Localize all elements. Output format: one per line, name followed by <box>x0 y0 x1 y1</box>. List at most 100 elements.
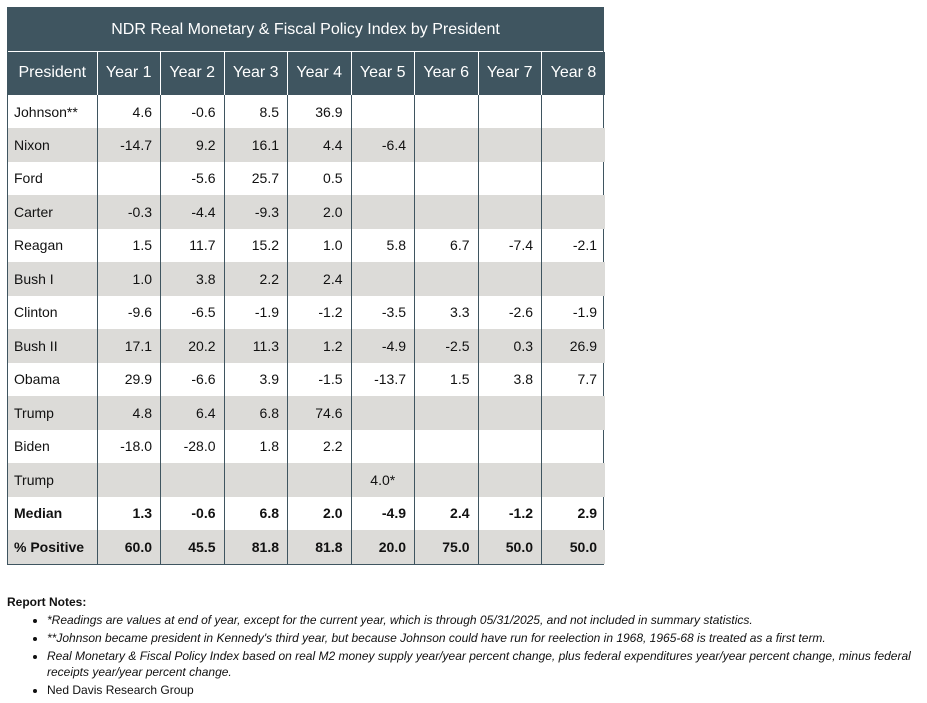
value-cell-year-2 <box>160 463 225 497</box>
value-cell-year-3: 1.8 <box>224 429 288 463</box>
value-cell-year-6: 75.0 <box>414 530 479 564</box>
table-row: Bush I 1.0 3.8 2.2 2.4 <box>8 262 605 296</box>
summary-row: % Positive 60.0 45.5 81.8 81.8 20.0 75.0 50.0 50… <box>8 530 605 564</box>
value-cell-year-2: -6.5 <box>160 295 225 329</box>
president-name: Nixon <box>8 128 98 162</box>
value-cell-year-8 <box>541 195 605 229</box>
value-cell-year-5: -3.5 <box>351 295 415 329</box>
value-cell-year-2: -28.0 <box>160 429 225 463</box>
value-cell-year-8 <box>541 262 605 296</box>
value-cell-year-3: 6.8 <box>224 496 288 530</box>
value-cell-year-3: 3.9 <box>224 362 288 396</box>
value-cell-year-8 <box>542 430 606 464</box>
value-cell-year-6: 2.4 <box>414 496 479 530</box>
value-cell-year-2: -5.6 <box>160 161 225 195</box>
value-cell-year-5 <box>351 94 415 128</box>
value-cell-year-1 <box>97 463 161 497</box>
value-cell-year-5 <box>351 262 415 296</box>
value-cell-year-4: 2.4 <box>287 262 352 296</box>
table-row: Trump 4.8 6.4 6.8 74.6 <box>8 396 605 430</box>
value-cell-year-6 <box>414 161 479 195</box>
value-cell-year-6: 6.7 <box>414 228 479 262</box>
column-header-year-5: Year 5 <box>351 52 415 95</box>
value-cell-year-6 <box>414 195 479 229</box>
value-cell-year-1: 1.0 <box>97 262 161 296</box>
table-row: Clinton -9.6 -6.5 -1.9 -1.2 -3.5 3.3 -2.6 -1.9 <box>8 295 605 329</box>
value-cell-year-5: -4.9 <box>351 329 415 363</box>
value-cell-year-8 <box>541 463 605 497</box>
column-header-year-2: Year 2 <box>160 52 225 95</box>
value-cell-year-2: -0.6 <box>160 496 225 530</box>
value-cell-year-1: -18.0 <box>97 429 161 463</box>
column-header-year-4: Year 4 <box>287 52 352 95</box>
value-cell-year-6: -2.5 <box>414 329 479 363</box>
value-cell-year-4: 36.9 <box>287 94 352 128</box>
value-cell-year-4: -1.2 <box>287 295 352 329</box>
value-cell-year-4: 4.4 <box>287 128 352 162</box>
value-cell-year-3: 11.3 <box>224 329 288 363</box>
value-cell-year-1: -14.7 <box>97 128 161 162</box>
value-cell-year-1: 29.9 <box>97 362 161 396</box>
value-cell-year-7: 3.8 <box>478 362 542 396</box>
value-cell-year-4 <box>287 463 352 497</box>
value-cell-year-6 <box>414 128 479 162</box>
value-cell-year-8: 2.9 <box>577 505 597 522</box>
value-cell-year-5 <box>351 396 415 430</box>
value-cell-year-7: 0.3 <box>478 329 542 363</box>
value-cell-year-4: -1.5 <box>287 362 352 396</box>
summary-label: Median <box>8 496 98 530</box>
value-cell-year-6 <box>414 94 479 128</box>
value-cell-year-1: 60.0 <box>97 530 161 564</box>
value-cell-year-7 <box>478 429 542 463</box>
value-cell-year-1: 17.1 <box>97 329 161 363</box>
table-row: Carter -0.3 -4.4 -9.3 2.0 <box>8 195 605 229</box>
value-cell-year-7 <box>478 128 542 162</box>
president-name: Trump <box>8 396 98 430</box>
table-row: Bush II 17.1 20.2 11.3 1.2 -4.9 -2.5 0.3 26.9 <box>8 329 605 363</box>
table-row: Trump 4.0* <box>8 463 605 497</box>
column-header-year-7: Year 7 <box>478 52 542 95</box>
value-cell-year-1: -9.6 <box>97 295 161 329</box>
value-cell-year-1 <box>97 161 161 195</box>
value-cell-year-3: -1.9 <box>224 295 288 329</box>
header-row: President Year 1 Year 2 Year 3 Year 4 Ye… <box>8 52 605 95</box>
president-name: Obama <box>8 362 98 396</box>
president-name: Bush II <box>8 329 98 363</box>
value-cell-year-2: 9.2 <box>160 128 225 162</box>
report-notes-list: *Readings are values at end of year, exc… <box>7 612 922 698</box>
value-cell-year-3: 81.8 <box>224 530 288 564</box>
value-cell-year-7: -2.6 <box>478 295 542 329</box>
value-cell-year-3: 6.8 <box>224 396 288 430</box>
value-cell-year-8 <box>541 128 605 162</box>
value-cell-year-1: 1.3 <box>97 496 161 530</box>
value-cell-year-5: 20.0 <box>351 530 415 564</box>
value-cell-year-7: -1.2 <box>478 496 542 530</box>
value-cell-year-8: 7.7 <box>577 371 597 388</box>
president-name: Clinton <box>8 295 98 329</box>
value-cell-year-5: 5.8 <box>351 228 415 262</box>
value-cell-year-7 <box>478 195 542 229</box>
value-cell-year-8 <box>541 94 605 128</box>
value-cell-year-6 <box>414 429 479 463</box>
value-cell-year-4: 2.2 <box>287 429 352 463</box>
value-cell-year-7 <box>478 94 542 128</box>
policy-index-table: President Year 1 Year 2 Year 3 Year 4 Ye… <box>8 52 605 564</box>
report-notes-title: Report Notes: <box>7 595 87 609</box>
table-title: NDR Real Monetary & Fiscal Policy Index … <box>8 8 603 52</box>
value-cell-year-8: -2.1 <box>572 237 597 254</box>
value-cell-year-3: 25.7 <box>224 161 288 195</box>
note-item: *Readings are values at end of year, exc… <box>47 612 922 628</box>
note-item: Ned Davis Research Group <box>47 682 922 698</box>
value-cell-year-8: 26.9 <box>541 329 605 363</box>
table-row: Ford -5.6 25.7 0.5 <box>8 161 605 195</box>
column-header-year-6: Year 6 <box>414 52 479 95</box>
value-cell-year-7: 50.0 <box>478 530 542 564</box>
president-name: Johnson** <box>8 94 98 128</box>
table-body: Johnson** 4.6 -0.6 8.5 36.9 Nixon -14.7 9.2 16.1… <box>8 94 606 564</box>
value-cell-year-4: 0.5 <box>287 161 352 195</box>
table-row: Obama 29.9 -6.6 3.9 -1.5 -13.7 1.5 3.8 7.7 <box>8 362 605 396</box>
value-cell-year-2: -6.6 <box>160 362 225 396</box>
value-cell-year-4: 81.8 <box>287 530 352 564</box>
value-cell-year-4: 2.0 <box>287 195 352 229</box>
value-cell-year-2: 6.4 <box>160 396 225 430</box>
